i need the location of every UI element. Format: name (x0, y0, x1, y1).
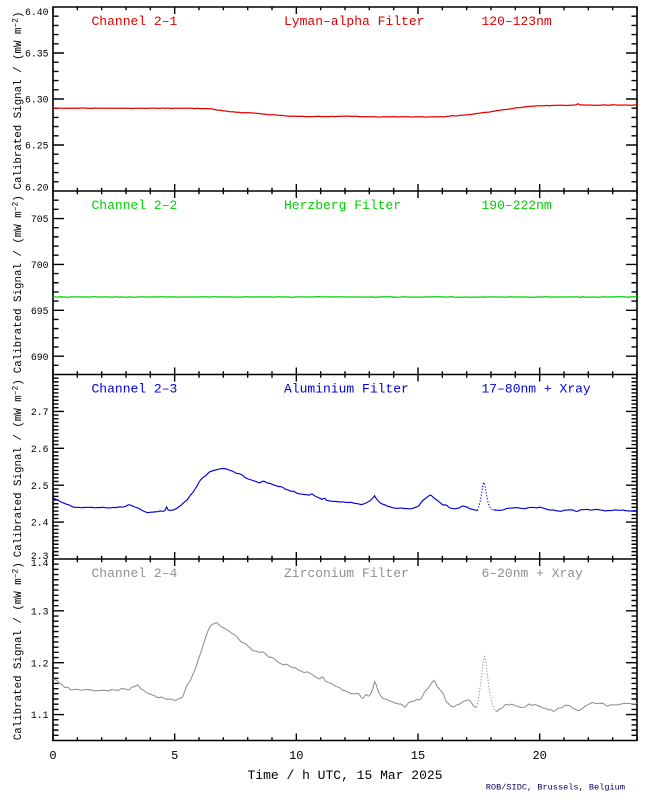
svg-text:Channel 2–2: Channel 2–2 (92, 198, 178, 213)
svg-text:Lyman–alpha Filter: Lyman–alpha Filter (284, 14, 424, 29)
svg-text:Calibrated Signal / (mW m–2): Calibrated Signal / (mW m–2) (12, 11, 26, 189)
svg-text:6.40: 6.40 (25, 7, 49, 18)
svg-text:Herzberg Filter: Herzberg Filter (284, 198, 401, 213)
svg-text:6.25: 6.25 (25, 141, 49, 152)
svg-text:2.6: 2.6 (31, 444, 49, 455)
svg-text:Calibrated Signal / (mW m–2): Calibrated Signal / (mW m–2) (12, 562, 26, 740)
svg-text:Calibrated Signal / (mW m–2): Calibrated Signal / (mW m–2) (12, 379, 26, 557)
svg-text:6.30: 6.30 (25, 95, 49, 106)
svg-text:1.3: 1.3 (31, 607, 49, 618)
svg-text:6–20nm + Xray: 6–20nm + Xray (482, 566, 584, 581)
svg-text:Channel 2–4: Channel 2–4 (92, 566, 178, 581)
svg-text:120–123nm: 120–123nm (482, 14, 552, 29)
svg-text:6.20: 6.20 (25, 183, 49, 194)
svg-text:1.4: 1.4 (31, 558, 49, 569)
svg-text:ROB/SIDC, Brussels, Belgium: ROB/SIDC, Brussels, Belgium (486, 783, 625, 793)
svg-text:Calibrated Signal / (mW m–2): Calibrated Signal / (mW m–2) (12, 195, 26, 373)
svg-text:Aluminium Filter: Aluminium Filter (284, 382, 409, 397)
svg-text:20: 20 (532, 749, 546, 763)
svg-text:15: 15 (411, 749, 425, 763)
svg-text:2.7: 2.7 (31, 407, 49, 418)
svg-text:190–222nm: 190–222nm (482, 198, 552, 213)
svg-text:695: 695 (31, 306, 49, 317)
svg-text:2.4: 2.4 (31, 518, 49, 529)
svg-text:Channel 2–1: Channel 2–1 (92, 14, 178, 29)
svg-text:17–80nm + Xray: 17–80nm + Xray (482, 382, 591, 397)
svg-text:5: 5 (171, 749, 178, 763)
svg-text:1.1: 1.1 (31, 710, 49, 721)
svg-text:10: 10 (289, 749, 303, 763)
svg-text:6.35: 6.35 (25, 49, 49, 60)
svg-text:Channel 2–3: Channel 2–3 (92, 382, 178, 397)
svg-text:Time / h UTC, 15 Mar 2025: Time / h UTC, 15 Mar 2025 (247, 768, 442, 783)
svg-text:700: 700 (31, 260, 49, 271)
svg-text:690: 690 (31, 352, 49, 363)
svg-text:705: 705 (31, 214, 49, 225)
svg-text:2.3: 2.3 (31, 551, 49, 562)
svg-text:Zirconium Filter: Zirconium Filter (284, 566, 409, 581)
svg-text:1.2: 1.2 (31, 658, 49, 669)
svg-text:0: 0 (49, 749, 56, 763)
svg-text:2.5: 2.5 (31, 481, 49, 492)
